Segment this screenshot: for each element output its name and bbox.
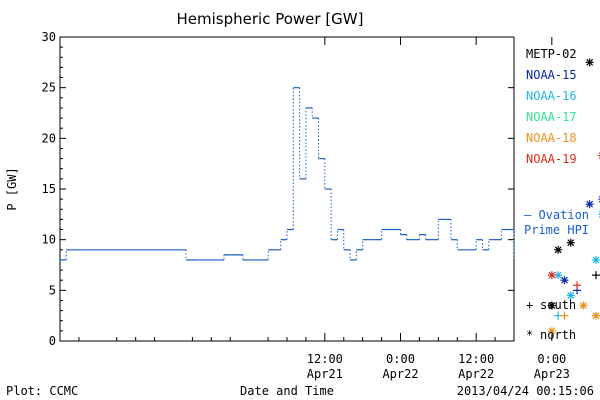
y-tick-label: 5 (49, 283, 56, 297)
x-tick-time: 12:00 (458, 352, 494, 366)
y-tick-label: 20 (42, 131, 56, 145)
point-south (573, 281, 582, 290)
y-axis-label: P [GW] (5, 167, 19, 210)
ovation-legend-line2: Prime HPI (524, 223, 589, 237)
chart-title: Hemispheric Power [GW] (177, 10, 364, 28)
legend-marker-symbol: * (526, 328, 533, 342)
point-north (566, 291, 575, 300)
x-tick-time: 0:00 (537, 352, 566, 366)
legend-marker-label: south (540, 298, 576, 312)
point-north (547, 271, 556, 280)
point-south (591, 271, 600, 280)
point-north (591, 255, 600, 264)
point-north (579, 301, 588, 310)
x-tick-date: Apr22 (458, 367, 494, 381)
x-tick-date: Apr21 (307, 367, 343, 381)
point-north (560, 276, 569, 285)
legend-entry: NOAA-17 (526, 110, 577, 124)
legend-marker-symbol: + (526, 298, 533, 312)
point-north (585, 58, 594, 67)
legend-entry: METP-02 (526, 47, 577, 61)
x-tick-time: 0:00 (386, 352, 415, 366)
point-north (585, 200, 594, 209)
point-north (591, 311, 600, 320)
x-axis-label: Date and Time (240, 384, 334, 398)
ovation-legend-line1: — Ovation (524, 208, 589, 222)
y-tick-label: 30 (42, 30, 56, 44)
y-tick-label: 10 (42, 233, 56, 247)
legend-entry: NOAA-16 (526, 89, 577, 103)
y-tick-label: 15 (42, 182, 56, 196)
x-tick-time: 12:00 (307, 352, 343, 366)
x-axis-ticks: 12:00Apr210:00Apr2212:00Apr220:00Apr2312… (59, 37, 570, 381)
point-north (547, 301, 556, 310)
point-north (566, 238, 575, 247)
legend-entry: NOAA-19 (526, 152, 577, 166)
x-tick-date: Apr22 (382, 367, 418, 381)
point-north (547, 326, 556, 335)
legend-entry: NOAA-18 (526, 131, 577, 145)
ovation-legend: — Ovation Prime HPI (524, 208, 589, 237)
ovation-line (60, 87, 515, 261)
y-axis-ticks: 0 5 10 15 20 25 30 (42, 30, 514, 348)
y-tick-label: 25 (42, 81, 56, 95)
legend-marker-label: north (540, 328, 576, 342)
y-tick-label: 0 (49, 334, 56, 348)
point-north (554, 245, 563, 254)
satellite-points (547, 58, 600, 335)
plot-frame (59, 36, 515, 342)
footer-right: 2013/04/24 00:15:06 (457, 384, 594, 398)
point-south (560, 311, 569, 320)
x-tick-date: Apr23 (534, 367, 570, 381)
footer-left: Plot: CCMC (6, 384, 78, 398)
legend: METP-02 NOAA-15 NOAA-16 NOAA-17 NOAA-18 NOAA-… (526, 47, 577, 342)
legend-entry: NOAA-15 (526, 68, 577, 82)
